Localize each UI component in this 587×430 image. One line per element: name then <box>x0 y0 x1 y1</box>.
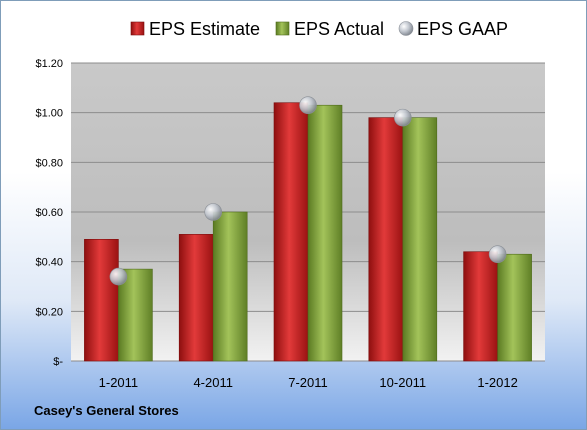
eps-estimate-bar <box>463 251 498 362</box>
eps-estimate-bar <box>368 117 404 362</box>
y-tick-label: $0.40 <box>35 257 63 269</box>
eps-gaap-marker <box>204 203 222 221</box>
y-tick-label: $0.60 <box>35 207 63 219</box>
y-tick-label: $- <box>53 356 63 368</box>
x-tick-label: 4-2011 <box>193 375 233 390</box>
eps-estimate-bar <box>178 234 214 362</box>
bars <box>84 102 532 362</box>
eps-estimate-bar <box>273 102 309 362</box>
eps-gaap-marker <box>488 245 507 264</box>
eps-gaap-marker <box>109 267 128 286</box>
eps-actual-bar <box>118 268 153 362</box>
eps-gaap-marker <box>299 96 317 115</box>
x-tick-label: 1-2012 <box>477 375 517 390</box>
y-tick-label: $1.00 <box>35 108 63 120</box>
x-axis-ticks: 1-2011 4-2011 7-2011 10-2011 1-2012 <box>99 375 518 390</box>
legend: EPS Estimate EPS Actual EPS GAAP <box>130 19 508 39</box>
legend-label: EPS Estimate <box>149 19 260 39</box>
company-name: Casey's General Stores <box>34 403 179 418</box>
eps-estimate-bar <box>84 239 119 362</box>
x-tick-label: 10-2011 <box>379 375 426 390</box>
eps-actual-bar <box>402 117 438 362</box>
legend-label: EPS GAAP <box>417 19 508 39</box>
eps-gaap-marker <box>393 108 412 127</box>
x-tick-label: 1-2011 <box>99 375 139 390</box>
legend-label: EPS Actual <box>294 19 384 39</box>
gaap-markers <box>109 96 507 286</box>
legend-actual-swatch <box>275 21 290 36</box>
eps-actual-bar <box>307 104 343 362</box>
y-tick-label: $1.20 <box>35 58 63 70</box>
x-tick-label: 7-2011 <box>288 375 328 390</box>
y-tick-label: $0.80 <box>35 157 63 169</box>
eps-actual-bar <box>212 211 248 362</box>
y-tick-label: $0.20 <box>35 306 63 318</box>
legend-gaap-swatch <box>398 21 414 36</box>
y-axis-ticks: $- $0.20 $0.40 $0.60 $0.80 $1.00 $1.20 <box>35 58 63 368</box>
eps-actual-bar <box>497 253 532 362</box>
legend-estimate-swatch <box>130 21 145 36</box>
